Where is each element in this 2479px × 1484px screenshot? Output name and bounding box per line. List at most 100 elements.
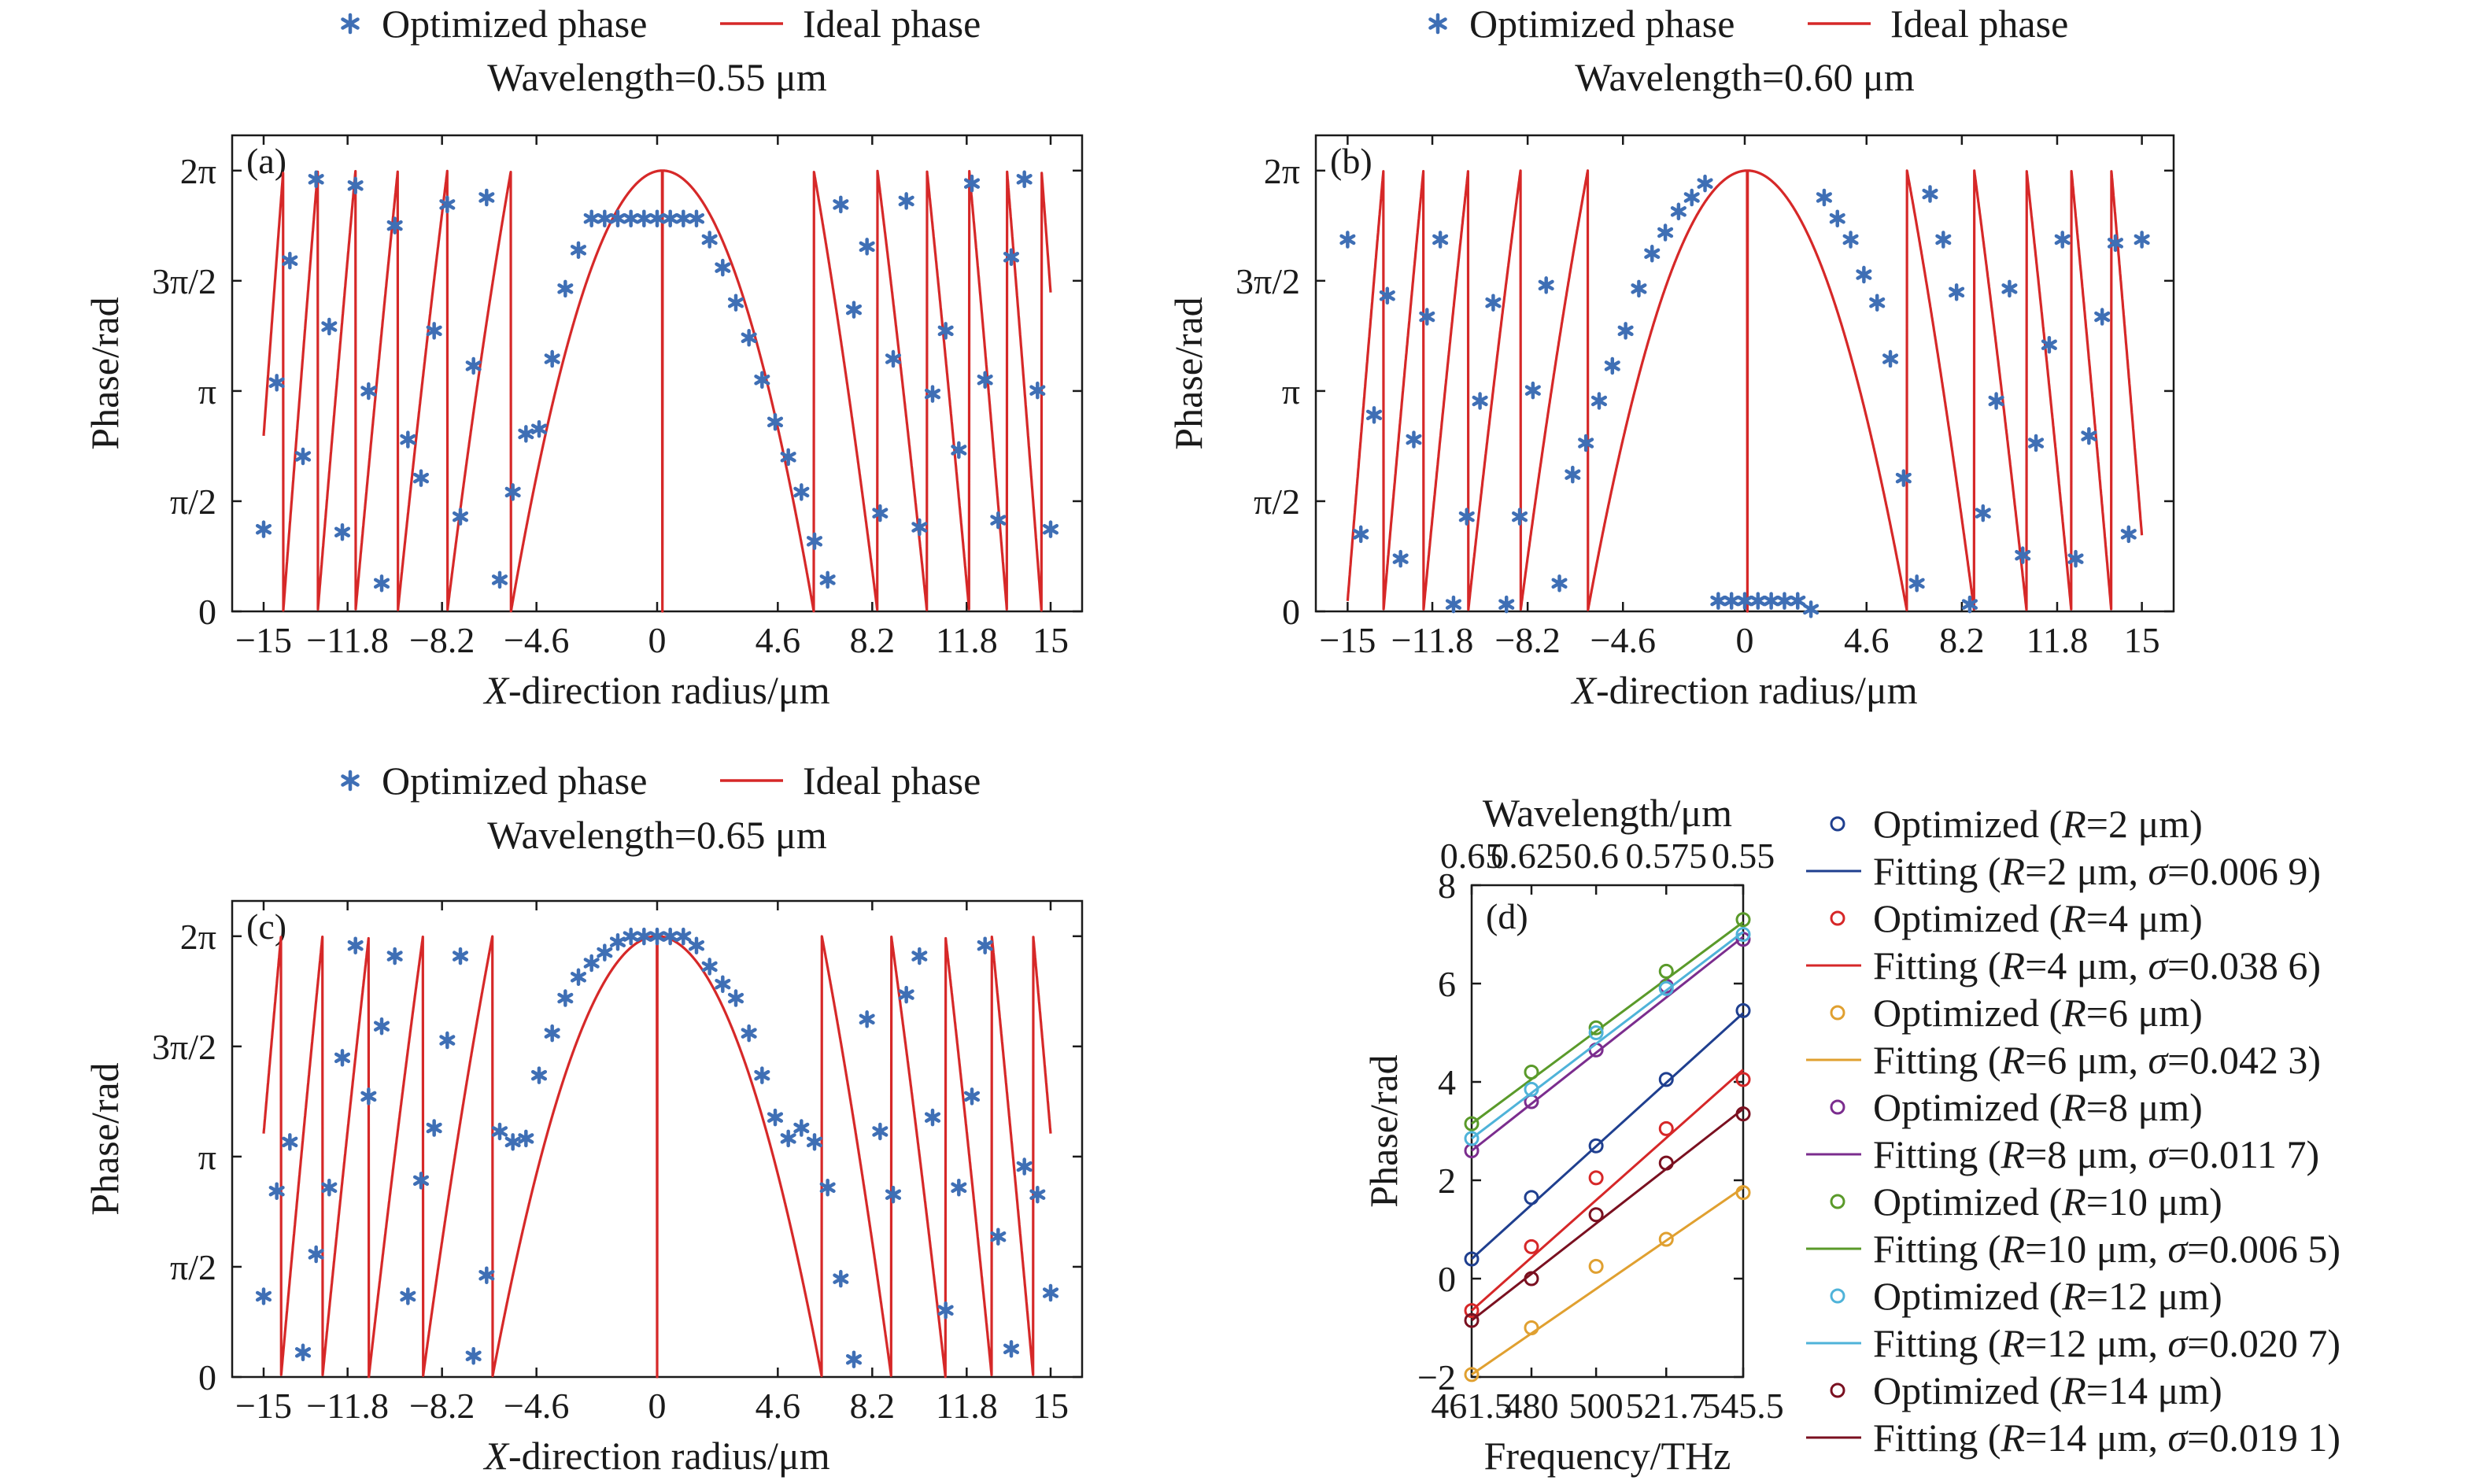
marker-stroke xyxy=(937,325,954,337)
optimized-phase-point xyxy=(570,241,587,260)
y-tick-label: π xyxy=(1282,371,1300,412)
fitting-line xyxy=(1471,931,1744,1140)
y-tick-label: 2π xyxy=(1264,151,1300,191)
legend-text: Fitting ( xyxy=(1873,1038,2001,1082)
marker-stroke xyxy=(400,434,416,445)
optimized-phase-point xyxy=(268,1182,285,1200)
optimized-phase-point xyxy=(872,1122,889,1141)
legend-text: =0.006 9) xyxy=(2167,849,2321,893)
legend-text: =10 μm, xyxy=(2025,1227,2167,1271)
legend-fitting-label: Fitting (R=14 μm, σ=0.019 1) xyxy=(1873,1416,2340,1460)
marker-stroke xyxy=(780,1133,796,1144)
legend-text-italic: R xyxy=(2061,896,2086,940)
optimized-phase-point xyxy=(754,371,770,389)
optimized-phase-point xyxy=(412,469,430,487)
optimized-phase-point xyxy=(1657,223,1674,242)
legend: Optimized phase Ideal phase xyxy=(341,759,981,803)
legend-text-italic: R xyxy=(2061,1368,2086,1412)
legend-optimized-marker xyxy=(1830,1382,1845,1398)
legend-text-italic: R xyxy=(2001,1416,2026,1460)
legend-text: Fitting ( xyxy=(1873,1321,2001,1365)
legend-text: Optimized ( xyxy=(1873,1085,2062,1129)
chart-title: Wavelength=0.55 μm xyxy=(487,55,827,99)
optimized-phase-point xyxy=(1339,231,1356,249)
optimized-phase-point xyxy=(439,1031,456,1050)
marker-stroke xyxy=(347,939,364,951)
optimized-phase-point xyxy=(885,349,902,368)
optimized-phase-point xyxy=(833,195,849,214)
marker-stroke xyxy=(1697,178,1713,189)
marker-stroke xyxy=(2067,553,2084,564)
marker-stroke xyxy=(780,452,796,463)
optimized-phase-point xyxy=(898,985,914,1004)
legend-text-italic: σ xyxy=(2167,1416,2189,1460)
marker-stroke xyxy=(793,1122,810,1134)
legend-optimized-label: Optimized (R=12 μm) xyxy=(1873,1274,2222,1318)
optimized-phase-point xyxy=(636,927,652,946)
y-tick-label: 0 xyxy=(198,592,216,632)
marker-stroke xyxy=(1042,1287,1059,1298)
marker-stroke xyxy=(1908,578,1925,589)
x-tick-label: 0 xyxy=(648,620,667,660)
optimized-phase-point xyxy=(491,1122,508,1141)
optimized-phase-point xyxy=(911,518,928,537)
optimized-phase-point xyxy=(951,1179,967,1197)
optimized-phase-point xyxy=(1511,508,1528,526)
optimized-phase-point xyxy=(1736,592,1753,610)
optimized-phase-point xyxy=(2041,335,2057,354)
marker-stroke xyxy=(701,961,718,973)
optimized-phase-point xyxy=(465,1347,482,1365)
optimized-phase-points xyxy=(1339,174,2150,618)
optimized-phase-point xyxy=(701,231,718,249)
marker-stroke xyxy=(1353,529,1369,540)
marker-stroke xyxy=(597,947,613,958)
x-axis-label-italic: X xyxy=(482,668,510,712)
legend-optimized-marker xyxy=(1830,816,1845,832)
optimized-phase-point xyxy=(530,419,548,438)
legend: Optimized phase Ideal phase xyxy=(1428,2,2068,46)
optimized-phase-point xyxy=(715,975,731,993)
marker-stroke xyxy=(1458,511,1475,522)
legend-text: =4 μm, xyxy=(2025,943,2148,987)
marker-stroke xyxy=(583,958,600,969)
marker-stroke xyxy=(1749,595,1766,607)
marker-stroke xyxy=(715,978,731,990)
optimized-phase-point xyxy=(1406,430,1422,449)
legend-text: Optimized ( xyxy=(1873,991,2062,1035)
optimized-phase-point xyxy=(662,209,678,227)
marker-stroke xyxy=(1856,269,1872,280)
x-tick-label: 500 xyxy=(1569,1386,1624,1426)
optimized-phase-point xyxy=(426,322,442,340)
legend-text: Optimized ( xyxy=(1873,896,2062,940)
marker-stroke xyxy=(1657,227,1674,238)
optimized-phase-point xyxy=(623,209,639,227)
optimized-phase-point xyxy=(754,1066,770,1084)
optimized-phase-point xyxy=(544,349,560,368)
optimized-point xyxy=(1524,1081,1539,1097)
optimized-phase-point xyxy=(1472,392,1488,410)
optimized-phase-point xyxy=(727,293,744,312)
marker-stroke xyxy=(754,375,770,386)
marker-stroke xyxy=(1042,523,1059,535)
optimized-phase-point xyxy=(2028,434,2045,452)
marker-stroke xyxy=(1803,604,1820,615)
marker-stroke xyxy=(439,1035,456,1046)
optimized-phase-point xyxy=(1749,592,1766,610)
optimized-point xyxy=(1464,1312,1480,1328)
marker-stroke xyxy=(741,332,757,344)
optimized-phase-point xyxy=(1029,1185,1046,1204)
optimized-phase-point xyxy=(741,329,757,347)
marker-stroke xyxy=(2001,283,2018,294)
marker-stroke xyxy=(412,1175,430,1187)
optimized-phase-point xyxy=(1816,188,1832,207)
legend-text: Optimized ( xyxy=(1873,1368,2062,1412)
optimized-phase-point xyxy=(623,927,639,946)
marker-stroke xyxy=(1029,1189,1046,1200)
marker-stroke xyxy=(675,212,692,224)
optimized-phase-point xyxy=(859,238,875,256)
marker-stroke xyxy=(1406,434,1422,445)
marker-stroke xyxy=(1895,472,1912,484)
optimized-phase-point xyxy=(1551,574,1568,592)
optimized-phase-point xyxy=(859,1010,875,1028)
